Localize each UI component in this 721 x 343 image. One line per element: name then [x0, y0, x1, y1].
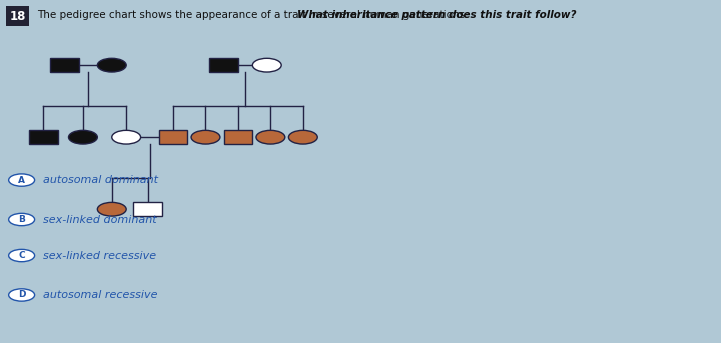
Text: D: D	[18, 291, 25, 299]
Circle shape	[288, 130, 317, 144]
Circle shape	[68, 130, 97, 144]
Circle shape	[97, 58, 126, 72]
Bar	[133, 202, 162, 216]
Circle shape	[252, 58, 281, 72]
Text: What inheritance pattern does this trait follow?: What inheritance pattern does this trait…	[297, 10, 577, 20]
Bar	[29, 130, 58, 144]
Circle shape	[112, 130, 141, 144]
Circle shape	[256, 130, 285, 144]
Text: B: B	[18, 215, 25, 224]
Text: sex-linked recessive: sex-linked recessive	[43, 250, 156, 261]
Circle shape	[9, 174, 35, 186]
Circle shape	[9, 249, 35, 262]
Circle shape	[9, 213, 35, 226]
Text: 18: 18	[9, 10, 26, 23]
Circle shape	[9, 289, 35, 301]
Bar	[224, 130, 252, 144]
Bar	[209, 58, 238, 72]
Text: A: A	[18, 176, 25, 185]
Circle shape	[191, 130, 220, 144]
Text: C: C	[18, 251, 25, 260]
Circle shape	[97, 202, 126, 216]
Text: autosomal recessive: autosomal recessive	[43, 290, 158, 300]
Bar	[159, 130, 187, 144]
Text: The pedigree chart shows the appearance of a trait in several human generations.: The pedigree chart shows the appearance …	[37, 10, 472, 20]
Bar	[50, 58, 79, 72]
Text: autosomal dominant: autosomal dominant	[43, 175, 159, 185]
Text: sex-linked dominant: sex-linked dominant	[43, 214, 157, 225]
